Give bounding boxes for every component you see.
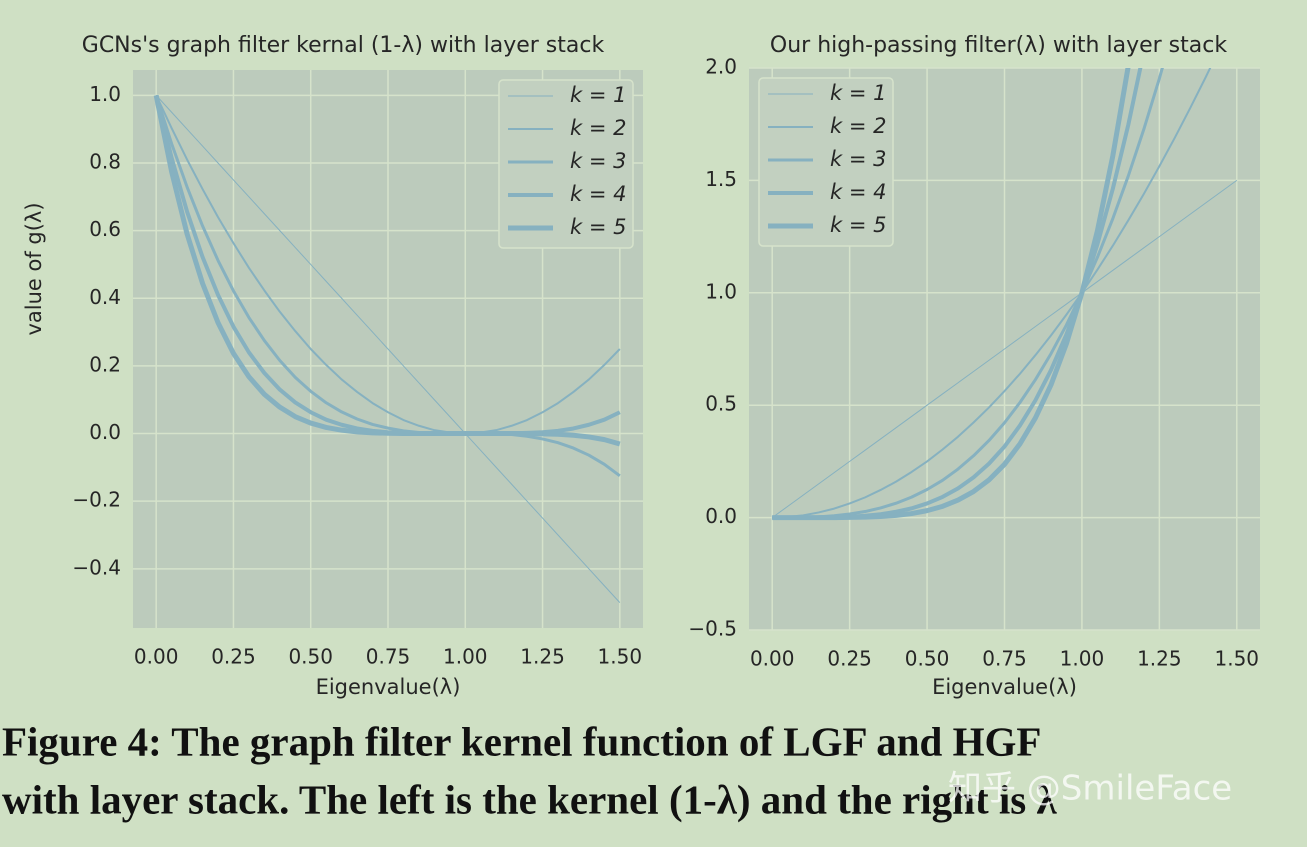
chart-title: GCNs's graph filter kernal (1-λ) with la… [82, 33, 605, 58]
subplot: 0.00 0.25 0.50 0.75 1.00 1.25 1.50 −0.5 0.0 0.5 1.… [688, 33, 1260, 699]
y-tick-label: 0.2 [89, 352, 121, 376]
caption-line: with layer stack. The left is the kernel… [2, 776, 1057, 822]
x-tick-label: 0.00 [134, 645, 179, 669]
y-tick-label: 0.4 [89, 285, 121, 309]
x-tick-label: 0.00 [750, 647, 795, 671]
series-line [155, 94, 621, 435]
legend-label: k = 1 [570, 83, 626, 107]
legend-label: k = 4 [570, 182, 626, 206]
x-tick-label: 0.75 [366, 645, 411, 669]
x-tick-label: 1.25 [520, 645, 565, 669]
y-tick-label: −0.4 [72, 555, 121, 579]
x-tick-label: 1.00 [1060, 647, 1105, 671]
y-tick-label: 0.8 [89, 150, 121, 174]
y-axis-label: value of g(λ) [22, 202, 46, 335]
y-tick-label: 0.0 [89, 420, 121, 444]
legend-label: k = 2 [570, 116, 626, 140]
x-tick-label: 0.25 [211, 645, 256, 669]
watermark: 知乎 @SmileFace [948, 769, 1232, 809]
legend-label: k = 4 [830, 180, 886, 204]
x-tick-label: 0.50 [288, 645, 333, 669]
y-tick-label: 0.5 [705, 392, 737, 416]
x-axis-label: Eigenvalue(λ) [932, 675, 1077, 699]
y-tick-label: 1.0 [705, 279, 737, 303]
legend-label: k = 1 [830, 81, 886, 105]
x-tick-label: 1.50 [1215, 647, 1260, 671]
y-tick-label: 2.0 [705, 55, 737, 79]
chart-title: Our high-passing filter(λ) with layer st… [770, 33, 1227, 58]
legend-label: k = 3 [570, 149, 626, 173]
x-tick-label: 1.25 [1137, 647, 1182, 671]
legend-label: k = 3 [830, 147, 886, 171]
series-line [154, 94, 621, 478]
series-line [772, 68, 1164, 520]
x-tick-label: 0.50 [905, 647, 950, 671]
series-line [153, 94, 621, 447]
legend-box [498, 79, 634, 249]
x-tick-label: 0.75 [982, 647, 1027, 671]
subplot: 0.00 0.25 0.50 0.75 1.00 1.25 1.50 −0.4 −0.2 0.0 0… [22, 33, 643, 699]
series-line [772, 68, 1131, 521]
series-line [772, 68, 1212, 519]
legend-box [758, 77, 894, 247]
caption-line: Figure 4: The graph filter kernel functi… [2, 718, 1041, 764]
x-axis-label: Eigenvalue(λ) [316, 675, 461, 699]
y-tick-label: −0.5 [688, 617, 737, 641]
y-tick-label: 1.0 [89, 82, 121, 106]
legend-label: k = 5 [830, 213, 886, 237]
x-tick-label: 1.50 [598, 645, 643, 669]
y-tick-label: 1.5 [705, 167, 737, 191]
series-line [155, 95, 621, 603]
y-tick-label: 0.0 [705, 504, 737, 528]
x-tick-label: 1.00 [443, 645, 488, 669]
legend-label: k = 5 [570, 215, 626, 239]
legend-label: k = 2 [830, 114, 886, 138]
y-tick-label: 0.6 [89, 217, 121, 241]
series-line [771, 179, 1238, 519]
x-tick-label: 0.25 [827, 647, 872, 671]
y-tick-label: −0.2 [72, 488, 121, 512]
